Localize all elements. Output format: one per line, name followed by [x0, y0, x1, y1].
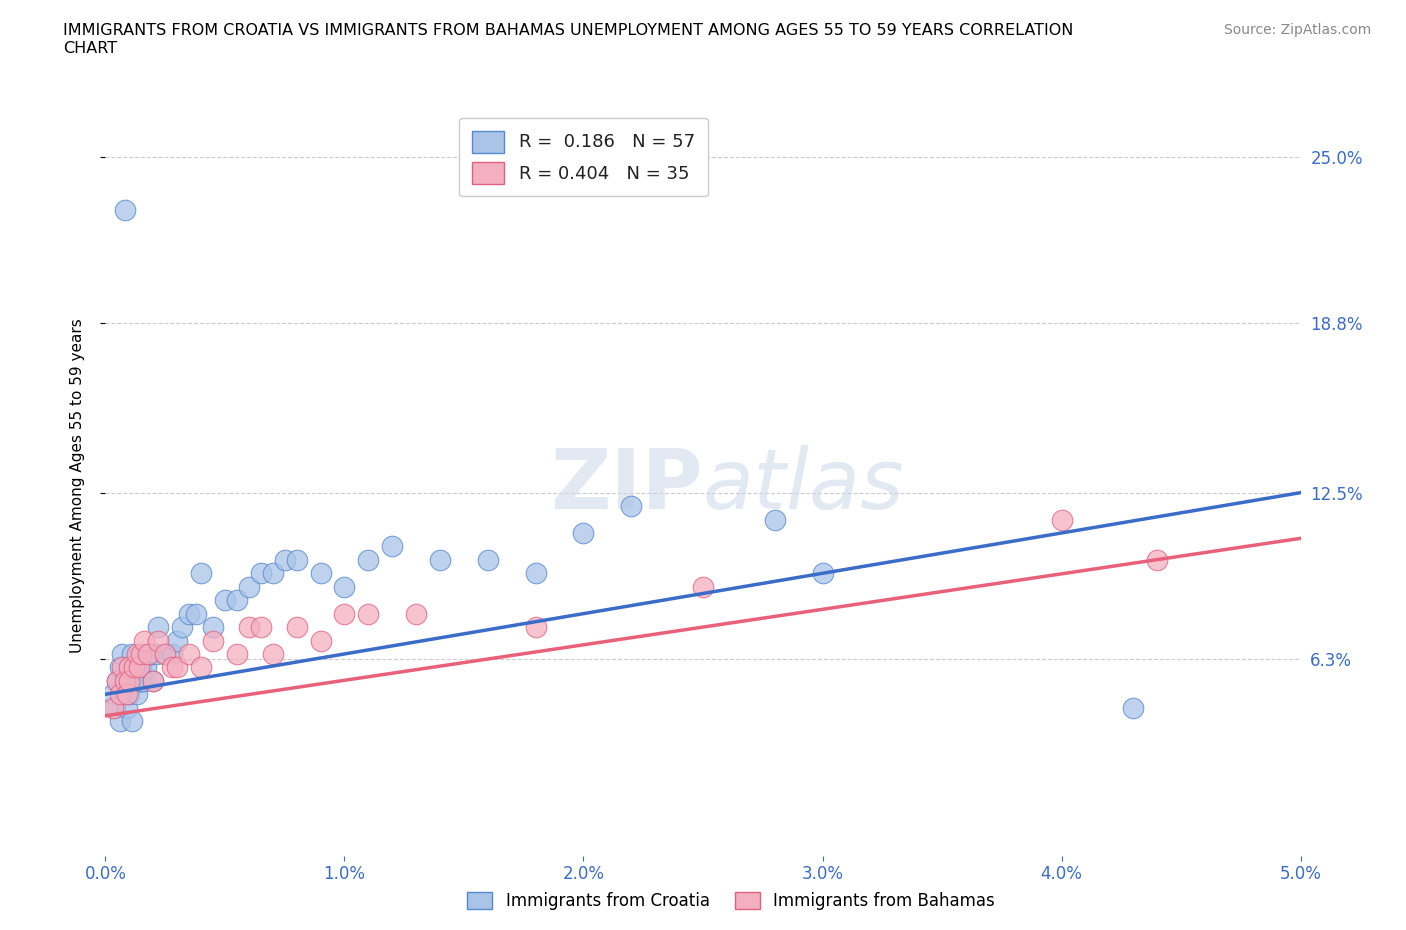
Point	[250, 565, 273, 580]
Point	[125, 687, 148, 702]
Point	[405, 606, 427, 621]
Point	[285, 552, 308, 567]
Point	[115, 687, 138, 702]
Point	[155, 646, 177, 661]
Point	[477, 552, 499, 567]
Point	[129, 673, 153, 688]
Point	[139, 646, 162, 661]
Point	[142, 673, 165, 688]
Point	[333, 606, 356, 621]
Point	[101, 687, 124, 702]
Point	[763, 512, 786, 527]
Point	[128, 660, 150, 675]
Point	[524, 619, 547, 634]
Point	[225, 592, 249, 607]
Point	[108, 687, 131, 702]
Point	[262, 646, 284, 661]
Point	[118, 660, 141, 675]
Point	[214, 592, 236, 607]
Point	[122, 660, 145, 675]
Point	[524, 565, 547, 580]
Point	[309, 633, 332, 648]
Point	[114, 687, 136, 702]
Point	[138, 646, 160, 661]
Point	[190, 565, 212, 580]
Text: Source: ZipAtlas.com: Source: ZipAtlas.com	[1223, 23, 1371, 37]
Point	[166, 660, 188, 675]
Point	[114, 673, 136, 688]
Point	[262, 565, 284, 580]
Point	[132, 673, 155, 688]
Point	[114, 203, 136, 218]
Point	[177, 646, 201, 661]
Point	[107, 673, 129, 688]
Point	[146, 619, 169, 634]
Point	[121, 646, 143, 661]
Text: IMMIGRANTS FROM CROATIA VS IMMIGRANTS FROM BAHAMAS UNEMPLOYMENT AMONG AGES 55 TO: IMMIGRANTS FROM CROATIA VS IMMIGRANTS FR…	[63, 23, 1074, 56]
Point	[135, 660, 157, 675]
Point	[1146, 552, 1168, 567]
Point	[357, 606, 380, 621]
Point	[166, 633, 188, 648]
Point	[145, 646, 167, 661]
Point	[118, 660, 141, 675]
Point	[111, 646, 134, 661]
Point	[108, 660, 131, 675]
Point	[118, 673, 141, 688]
Point	[238, 619, 260, 634]
Point	[620, 498, 643, 513]
Point	[115, 700, 138, 715]
Point	[104, 700, 127, 715]
Point	[162, 660, 184, 675]
Legend: R =  0.186   N = 57, R = 0.404   N = 35: R = 0.186 N = 57, R = 0.404 N = 35	[460, 118, 707, 196]
Point	[142, 673, 165, 688]
Point	[138, 646, 160, 661]
Point	[118, 687, 141, 702]
Point	[125, 646, 148, 661]
Point	[108, 713, 131, 728]
Point	[107, 673, 129, 688]
Point	[155, 646, 177, 661]
Point	[1122, 700, 1144, 715]
Point	[101, 700, 124, 715]
Point	[190, 660, 212, 675]
Point	[122, 660, 145, 675]
Point	[186, 606, 208, 621]
Point	[114, 673, 136, 688]
Point	[811, 565, 834, 580]
Text: atlas: atlas	[703, 445, 904, 526]
Point	[132, 633, 155, 648]
Point	[118, 673, 141, 688]
Point	[309, 565, 332, 580]
Point	[202, 633, 225, 648]
Text: ZIP: ZIP	[551, 445, 703, 526]
Point	[572, 525, 595, 540]
Legend: Immigrants from Croatia, Immigrants from Bahamas: Immigrants from Croatia, Immigrants from…	[461, 885, 1001, 917]
Point	[225, 646, 249, 661]
Point	[128, 660, 150, 675]
Point	[162, 646, 184, 661]
Point	[1050, 512, 1073, 527]
Point	[111, 660, 134, 675]
Point	[238, 579, 260, 594]
Point	[121, 713, 143, 728]
Point	[285, 619, 308, 634]
Point	[129, 660, 153, 675]
Point	[273, 552, 295, 567]
Point	[128, 673, 150, 688]
Point	[381, 539, 404, 554]
Point	[170, 619, 193, 634]
Point	[357, 552, 380, 567]
Point	[146, 633, 169, 648]
Point	[125, 660, 148, 675]
Point	[250, 619, 273, 634]
Point	[202, 619, 225, 634]
Point	[129, 646, 153, 661]
Point	[122, 673, 145, 688]
Point	[333, 579, 356, 594]
Point	[692, 579, 714, 594]
Y-axis label: Unemployment Among Ages 55 to 59 years: Unemployment Among Ages 55 to 59 years	[70, 319, 84, 653]
Point	[429, 552, 451, 567]
Point	[177, 606, 201, 621]
